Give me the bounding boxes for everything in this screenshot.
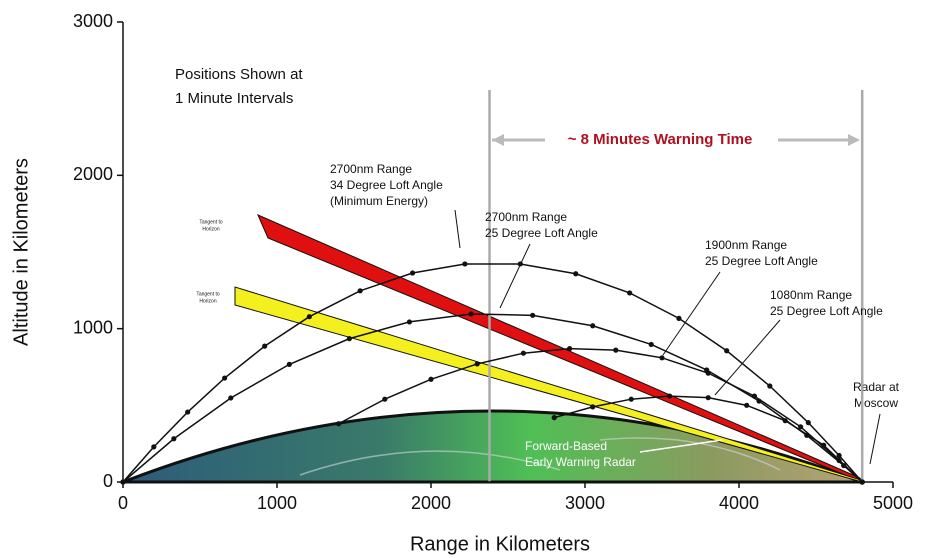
position-dot xyxy=(518,261,523,266)
position-dot xyxy=(428,377,433,382)
position-dot xyxy=(590,404,595,409)
position-dot xyxy=(151,444,156,449)
trajectory-label: 1080nm Range xyxy=(770,288,852,302)
position-dot xyxy=(629,397,634,402)
position-dot xyxy=(649,342,654,347)
x-axis-label: Range in Kilometers xyxy=(410,533,590,555)
position-dot xyxy=(590,323,595,328)
x-tick-label: 3000 xyxy=(565,493,605,513)
trajectory-label: 25 Degree Loft Angle xyxy=(485,226,598,240)
annotation: Radar at xyxy=(853,380,900,394)
warning-arrowhead xyxy=(848,134,860,146)
position-dot xyxy=(475,361,480,366)
y-tick-label: 0 xyxy=(103,471,113,491)
position-dot xyxy=(185,409,190,414)
x-tick-label: 2000 xyxy=(411,493,451,513)
position-dot xyxy=(806,420,811,425)
annotation: Tangent to xyxy=(199,219,223,225)
position-dot xyxy=(222,375,227,380)
trajectory-label: 25 Degree Loft Angle xyxy=(770,304,883,318)
position-dot xyxy=(410,270,415,275)
position-dot xyxy=(783,418,788,423)
warning-label: ~ 8 Minutes Warning Time xyxy=(568,131,753,148)
trajectory-label: 1900nm Range xyxy=(705,238,787,252)
position-dot xyxy=(336,421,341,426)
position-dot xyxy=(228,395,233,400)
annotation: Positions Shown at xyxy=(175,66,303,83)
position-dot xyxy=(613,348,618,353)
x-tick-label: 1000 xyxy=(257,493,297,513)
position-dot xyxy=(676,316,681,321)
position-dot xyxy=(724,348,729,353)
position-dot xyxy=(468,311,473,316)
position-dot xyxy=(567,346,572,351)
position-dot xyxy=(307,314,312,319)
trajectory-label: 2700nm Range xyxy=(330,162,412,176)
x-tick-label: 0 xyxy=(118,493,128,513)
position-dot xyxy=(462,261,467,266)
trajectory-label: 34 Degree Loft Angle xyxy=(330,178,443,192)
position-dot xyxy=(767,383,772,388)
annotation: 1 Minute Intervals xyxy=(175,90,293,107)
trajectory-label: 2700nm Range xyxy=(485,210,567,224)
pointer xyxy=(500,244,530,308)
position-dot xyxy=(860,479,865,484)
position-dot xyxy=(667,394,672,399)
position-dot xyxy=(706,395,711,400)
annotation: Moscow xyxy=(854,396,898,410)
position-dot xyxy=(407,319,412,324)
position-dot xyxy=(171,436,176,441)
y-tick-label: 2000 xyxy=(73,164,113,184)
y-tick-label: 3000 xyxy=(73,11,113,31)
pointer xyxy=(870,414,880,464)
y-tick-label: 1000 xyxy=(73,317,113,337)
position-dot xyxy=(530,313,535,318)
annotation: Early Warning Radar xyxy=(525,455,636,469)
position-dot xyxy=(358,288,363,293)
chart: Positions Shown at 1 Minute Intervals Ta… xyxy=(0,0,925,558)
position-dot xyxy=(706,371,711,376)
position-dot xyxy=(521,351,526,356)
trajectory-label: 25 Degree Loft Angle xyxy=(705,254,818,268)
position-dot xyxy=(382,397,387,402)
position-dot xyxy=(347,336,352,341)
position-dot xyxy=(659,355,664,360)
x-tick-label: 4000 xyxy=(719,493,759,513)
position-dot xyxy=(627,290,632,295)
position-dot xyxy=(552,415,557,420)
x-tick-label: 5000 xyxy=(873,493,913,513)
pointer xyxy=(663,272,720,355)
annotation: Horizon xyxy=(199,298,216,304)
position-dot xyxy=(287,362,292,367)
y-axis-label: Altitude in Kilometers xyxy=(10,158,32,346)
annotation: Horizon xyxy=(202,226,219,232)
position-dot xyxy=(744,403,749,408)
position-dot xyxy=(573,271,578,276)
position-dot xyxy=(120,479,125,484)
pointer xyxy=(455,210,460,248)
warning-arrowhead xyxy=(492,134,504,146)
position-dot xyxy=(262,344,267,349)
annotation: Tangent to xyxy=(196,291,220,297)
position-dot xyxy=(821,443,826,448)
annotation: Forward-Based xyxy=(525,439,607,453)
position-dot xyxy=(752,394,757,399)
trajectory-label: (Minimum Energy) xyxy=(330,194,428,208)
